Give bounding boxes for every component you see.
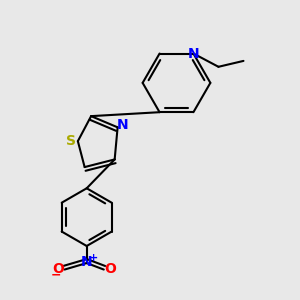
Text: N: N <box>81 255 92 269</box>
Text: +: + <box>89 253 98 263</box>
Text: O: O <box>104 262 116 276</box>
Text: S: S <box>66 134 76 148</box>
Text: O: O <box>52 262 64 276</box>
Text: −: − <box>50 269 61 282</box>
Text: N: N <box>117 118 129 132</box>
Text: N: N <box>188 46 199 61</box>
